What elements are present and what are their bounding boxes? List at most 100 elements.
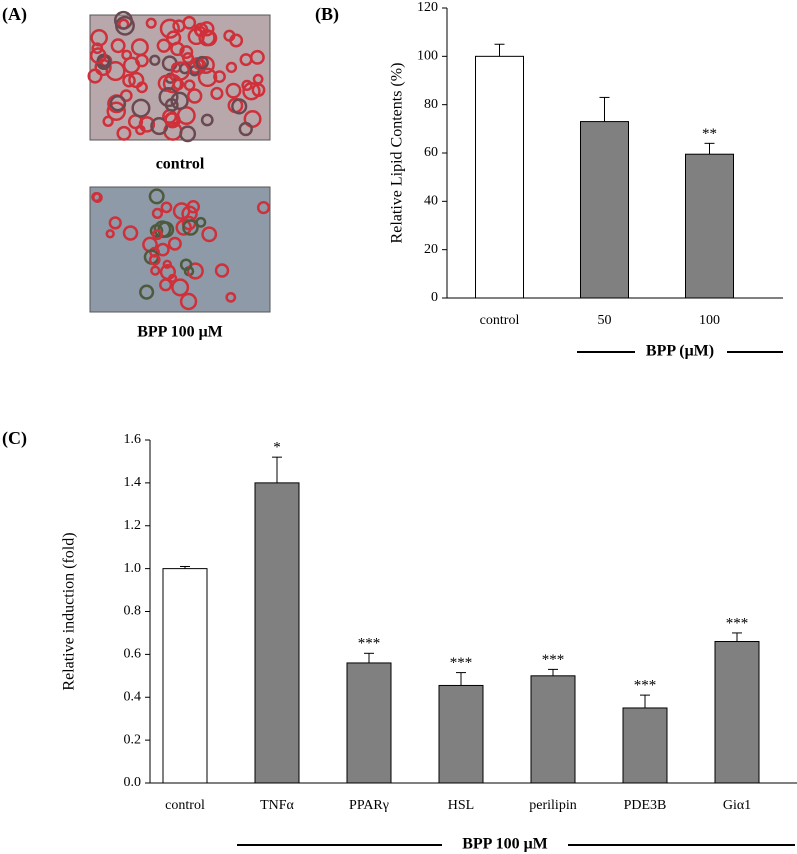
bar <box>162 568 208 784</box>
cell <box>116 125 132 141</box>
x-tick-label: HSL <box>448 798 474 813</box>
image-caption: control <box>156 156 205 173</box>
cell <box>195 55 209 70</box>
cell <box>122 225 139 241</box>
cell <box>128 71 145 89</box>
cell <box>172 202 191 220</box>
y-tick-label: 120 <box>417 0 438 15</box>
cell <box>113 10 133 30</box>
cells <box>87 10 271 311</box>
significance: *** <box>634 678 657 694</box>
x-tick-label: control <box>165 798 205 813</box>
cell <box>197 67 218 88</box>
cell <box>179 292 198 311</box>
y-axis-label: Relative induction (fold) <box>61 532 78 690</box>
y-tick-label: 0 <box>431 290 438 305</box>
cell <box>179 45 194 60</box>
cell <box>243 109 262 128</box>
micrograph <box>89 186 271 313</box>
x-tick-label: control <box>480 313 520 328</box>
cell <box>105 229 115 239</box>
cell <box>87 68 103 84</box>
cell <box>225 61 238 74</box>
cell <box>187 27 205 46</box>
bar <box>622 707 668 784</box>
cell <box>148 188 165 205</box>
cell <box>238 121 253 137</box>
cell <box>135 53 149 68</box>
y-tick-label: 1.4 <box>124 475 142 490</box>
bar <box>685 153 734 299</box>
cell <box>149 54 161 66</box>
y-tick-label: 40 <box>424 194 438 209</box>
cell <box>179 125 197 143</box>
y-tick-label: 1.2 <box>124 518 142 533</box>
image-caption: BPP 100 μM <box>137 324 223 341</box>
cell <box>166 30 182 46</box>
y-tick-label: 60 <box>424 145 438 160</box>
x-tick-label: 50 <box>598 313 612 328</box>
significance: *** <box>542 652 565 668</box>
significance: *** <box>450 655 473 671</box>
significance: *** <box>726 615 749 631</box>
panel-label: (A) <box>2 4 27 25</box>
y-tick-label: 0.2 <box>124 732 142 747</box>
cell <box>229 33 244 48</box>
panel-label: (C) <box>2 428 27 449</box>
bar <box>254 482 300 784</box>
cell <box>162 259 172 270</box>
cell <box>158 87 179 108</box>
bar <box>530 675 576 784</box>
bar <box>346 662 392 784</box>
cell <box>91 42 104 55</box>
cell <box>162 73 183 94</box>
bar <box>475 55 524 299</box>
significance: *** <box>358 636 381 652</box>
cell <box>150 117 169 136</box>
x-tick-label: TNFα <box>260 798 294 813</box>
x-tick-label: PDE3B <box>624 798 667 813</box>
cell <box>183 79 196 92</box>
cell <box>159 18 180 39</box>
cell <box>231 98 248 115</box>
cell <box>167 236 182 251</box>
bar <box>438 684 484 784</box>
cell <box>89 47 107 64</box>
cell <box>214 263 230 278</box>
x-tick-label: 100 <box>699 313 720 328</box>
group-label: BPP (μM) <box>646 343 714 360</box>
cell <box>150 265 161 276</box>
cell <box>145 17 157 29</box>
y-tick-label: 20 <box>424 242 438 257</box>
cell <box>199 21 215 37</box>
y-tick-label: 0.0 <box>124 775 142 790</box>
cell <box>186 262 204 280</box>
cell <box>139 284 155 300</box>
cell <box>138 116 156 133</box>
cell <box>182 219 199 236</box>
cell <box>171 278 190 297</box>
panel-label: (B) <box>315 4 339 25</box>
cell <box>109 95 126 112</box>
cell <box>175 219 192 236</box>
y-axis-label: Relative Lipid Contents (%) <box>389 63 406 244</box>
cell <box>256 201 271 215</box>
significance: * <box>273 440 281 456</box>
cell <box>110 38 126 54</box>
cell <box>160 201 173 214</box>
bar <box>580 121 629 299</box>
cell <box>96 53 111 68</box>
cell <box>213 70 226 83</box>
cell <box>121 49 133 61</box>
cell <box>241 79 253 92</box>
bar <box>714 641 760 784</box>
cell <box>242 82 261 101</box>
cell <box>201 226 218 243</box>
cell <box>122 73 136 88</box>
cell <box>210 86 224 101</box>
cell <box>176 106 196 126</box>
cell <box>105 61 126 82</box>
cell <box>198 29 216 47</box>
